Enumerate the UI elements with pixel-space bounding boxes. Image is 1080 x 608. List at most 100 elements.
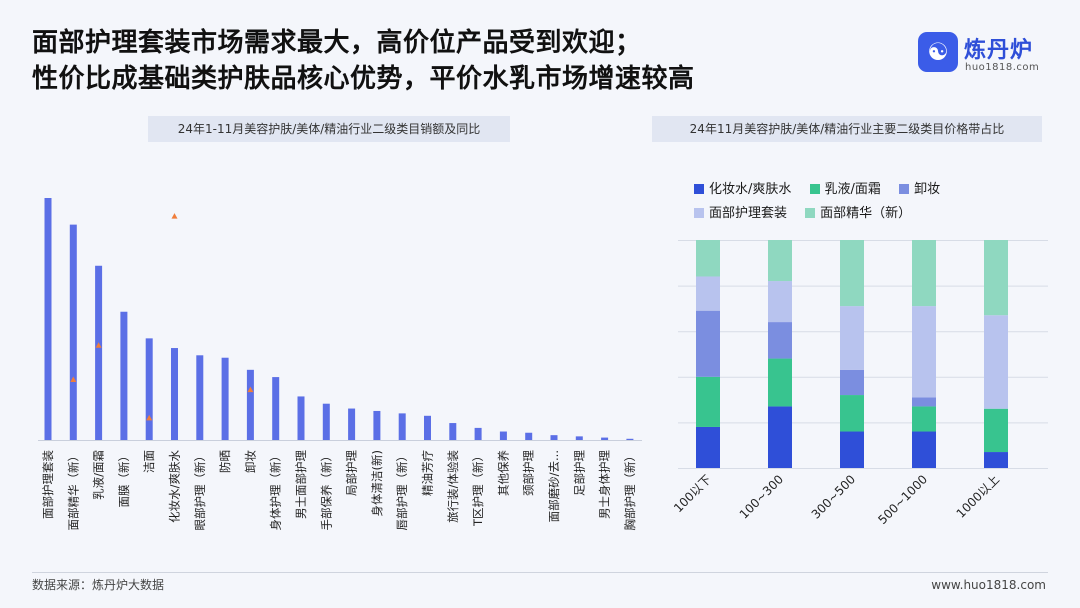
legend-label: 化妆水/爽肤水 <box>709 182 792 197</box>
legend-label: 面部精华（新） <box>820 206 912 221</box>
stack-segment <box>696 276 720 311</box>
bar <box>424 415 431 440</box>
legend-row-1: 化妆水/爽肤水 乳液/面霜 卸妆 <box>694 178 994 202</box>
stack-segment <box>984 240 1008 316</box>
stack-segment <box>984 452 1008 468</box>
x-tick-label: 面部磨砂/去... <box>547 450 561 522</box>
x-tick-label: 男士面部护理 <box>294 450 308 519</box>
bar <box>69 224 77 440</box>
stack-segment <box>840 395 864 432</box>
stack-segment <box>912 406 936 432</box>
x-tick-label: 唇部护理（新） <box>395 450 409 531</box>
stack-segment <box>840 369 864 396</box>
stack-segment <box>912 397 936 407</box>
bar <box>348 408 356 440</box>
x-tick-label: 局部护理 <box>345 450 359 496</box>
bar <box>322 403 330 440</box>
x-tick-label: 乳液/面霜 <box>92 450 106 500</box>
stack-segment <box>696 426 720 468</box>
page-title-line-2: 性价比成基础类护肤品核心优势，平价水乳市场增速较高 <box>32 64 695 94</box>
bar <box>196 355 204 440</box>
x-tick-label: 500~1000 <box>875 472 930 527</box>
legend-swatch <box>805 208 816 218</box>
growth-marker <box>95 342 102 348</box>
legend-swatch <box>899 184 910 194</box>
x-tick-label: 手部保养（新） <box>319 450 333 531</box>
legend-item: 化妆水/爽肤水 <box>694 178 791 197</box>
x-tick-label: 面部精华（新） <box>66 450 80 531</box>
stack-segment <box>840 306 864 370</box>
bar <box>550 435 558 440</box>
x-tick-label: 颈部护理 <box>522 450 536 496</box>
x-tick-label: 男士身体护理 <box>598 450 612 519</box>
price-band-stacked-chart: 100以下 100~300 300~500 500~1000 1000以上 <box>671 240 1048 527</box>
x-tick-label: 精油芳疗 <box>421 450 435 496</box>
site-url: www.huo1818.com <box>931 578 1046 592</box>
stack-segment <box>696 310 720 377</box>
bar <box>449 423 457 440</box>
x-tick-label: 面膜（新） <box>117 450 131 508</box>
bar <box>297 396 305 440</box>
bar <box>575 436 583 440</box>
logo-badge-icon: ☯ <box>918 32 958 72</box>
logo-name: 炼丹炉 <box>964 38 1034 63</box>
stack-segment <box>768 406 792 468</box>
stack-segment <box>912 240 936 307</box>
bar <box>171 348 178 440</box>
bar-chart-title: 24年1-11月美容护肤/美体/精油行业二级类目销额及同比 <box>148 116 510 142</box>
x-tick-label: 足部护理 <box>572 450 586 496</box>
x-tick-label: 胸部护理（新） <box>623 450 637 531</box>
legend-swatch <box>809 184 820 194</box>
bar <box>525 432 533 440</box>
bar <box>246 369 254 440</box>
stack-segment <box>984 315 1008 409</box>
legend-swatch <box>694 184 704 194</box>
bar <box>145 338 153 440</box>
x-tick-label: 身体清洁(新) <box>370 450 384 516</box>
legend-row-2: 面部护理套装 面部精华（新） <box>694 202 994 226</box>
stack-segment <box>912 306 936 398</box>
page-title-line-1: 面部护理套装市场需求最大，高价位产品受到欢迎； <box>32 28 642 58</box>
x-tick-label: 化妆水/爽肤水 <box>168 450 182 523</box>
legend-label: 卸妆 <box>914 182 941 197</box>
x-tick-label: 面部护理套装 <box>41 450 55 519</box>
x-tick-label: T区护理（新） <box>471 450 485 527</box>
stack-segment <box>768 358 792 407</box>
x-tick-label: 身体护理（新） <box>269 450 283 531</box>
legend-item: 面部精华（新） <box>805 202 911 221</box>
stack-segment <box>768 240 792 282</box>
stack-segment <box>696 240 720 277</box>
brand-logo: ☯ 炼丹炉 huo1818.com <box>918 32 1048 80</box>
bar <box>373 410 381 440</box>
sales-bar-chart: 面部护理套装 面部精华（新） 乳液/面霜 面膜（新） 洁面 化妆水/爽肤水 眼部护理（新） 防… <box>38 198 642 531</box>
x-tick-label: 卸妆 <box>243 450 257 473</box>
bar <box>626 438 634 440</box>
x-tick-label: 眼部护理（新） <box>193 450 207 531</box>
bar <box>398 413 406 440</box>
stack-segment <box>768 281 792 323</box>
growth-marker <box>247 386 254 393</box>
stacked-chart-title: 24年11月美容护肤/美体/精油行业主要二级类目价格带占比 <box>652 116 1042 142</box>
bar <box>474 427 482 440</box>
stack-segment <box>984 408 1008 453</box>
growth-marker <box>171 213 178 219</box>
x-tick-label: 防晒 <box>218 450 232 473</box>
stack-segment <box>912 431 936 468</box>
bar <box>272 377 280 440</box>
stacked-chart-legend: 化妆水/爽肤水 乳液/面霜 卸妆 面部护理套装 面部精华（新） <box>694 178 994 226</box>
logo-url: huo1818.com <box>965 62 1040 73</box>
bar <box>221 357 229 440</box>
legend-label: 面部护理套装 <box>709 206 788 221</box>
bar <box>95 265 103 440</box>
bar <box>44 198 52 440</box>
stack-segment <box>840 431 864 468</box>
legend-item: 面部护理套装 <box>694 202 787 221</box>
legend-item: 乳液/面霜 <box>809 178 881 197</box>
legend-label: 乳液/面霜 <box>824 182 881 197</box>
growth-marker <box>146 414 153 421</box>
x-tick-label: 洁面 <box>142 450 156 473</box>
stack-segment <box>696 376 720 427</box>
data-source: 数据来源：炼丹炉大数据 <box>32 578 165 592</box>
bar <box>120 311 128 440</box>
legend-item: 卸妆 <box>899 178 940 197</box>
